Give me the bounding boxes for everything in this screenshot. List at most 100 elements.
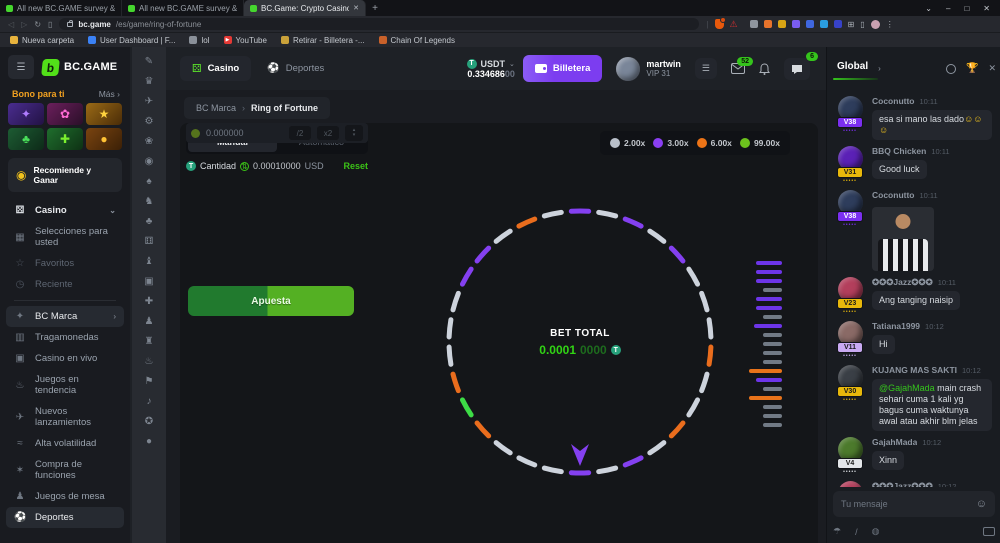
bonus-tile[interactable]: ♣ [8,128,44,150]
avatar[interactable] [837,321,863,346]
browser-profile-icon[interactable] [870,19,880,29]
avatar[interactable] [837,277,863,302]
currency-swap-icon[interactable]: ⇅ [240,161,250,171]
sidebar-menu-item[interactable]: ◷ Reciente [15,279,73,290]
avatar[interactable] [837,96,863,121]
currency-selector[interactable]: T USDT ⌄ 0.33468600 [466,58,515,79]
bet-button[interactable]: Apuesta [188,286,354,316]
category-icon[interactable]: ♝ [144,256,154,267]
chat-toggle-button[interactable]: 6 [784,51,818,80]
category-icon[interactable]: ✈ [144,96,154,107]
coin-chip-icon[interactable]: ◍ [871,526,880,536]
sidebar-menu-item[interactable]: ✶ Compra de funciones [15,459,82,481]
chevron-right-icon[interactable]: › [878,64,881,73]
quick-menu-button[interactable]: ☰ [694,58,717,79]
category-icon[interactable]: ✚ [144,296,154,307]
sidebar-menu-item[interactable]: ▣ Casino en vivo [15,353,98,364]
breadcrumb-parent[interactable]: BC Marca [196,103,237,113]
category-icon[interactable]: ▣ [144,276,154,287]
category-icon[interactable]: ⚅ [144,236,154,247]
extension-icon[interactable] [805,20,814,28]
mail-button[interactable]: 52 [731,57,753,74]
bookmark[interactable]: User Dashboard | F... [88,36,175,45]
sidebar-menu-item[interactable]: ▦ Selecciones para usted [15,226,108,248]
mention[interactable]: @GajahMada [879,383,935,393]
category-icon[interactable]: ♨ [144,356,154,367]
avatar[interactable] [837,146,863,171]
category-icon[interactable]: ♟ [144,316,154,327]
close-window-button[interactable]: ✕ [983,3,990,13]
reset-button[interactable]: Reset [343,161,368,171]
chat-rules-icon[interactable] [946,63,956,74]
nav-deportes[interactable]: ⚽ Deportes [267,63,325,74]
category-icon[interactable]: ✪ [144,416,154,427]
category-icon[interactable]: ♞ [144,196,154,207]
maximize-button[interactable]: □ [964,3,970,13]
chat-username[interactable]: GajahMada [872,437,918,447]
bookmark[interactable]: Chain Of Legends [378,36,455,45]
extension-icon[interactable] [777,20,786,28]
forward-icon[interactable]: ▷ [21,19,28,29]
bookmark[interactable]: ▶ YouTube [223,36,267,45]
browser-tab[interactable]: All new BC.GAME survey & feedback r [122,0,244,16]
avatar[interactable] [837,437,863,462]
wallet-button[interactable]: Billetera [522,55,603,82]
chat-username[interactable]: ✪✪✪Jazz✪✪✪ [872,481,933,487]
sidebar-menu-item[interactable]: ⚄ Casino ⌄ [15,205,116,216]
chat-input[interactable] [841,499,976,509]
browser-tab[interactable]: BC.Game: Crypto Casino Games & ✕ [244,0,366,16]
chat-channel[interactable]: Global [832,61,879,80]
category-icon[interactable]: ♪ [146,396,152,407]
category-icon[interactable]: ◉ [144,156,154,167]
browser-menu-icon[interactable]: ⋮ [885,19,894,29]
reload-icon[interactable]: ↻ [34,19,42,29]
refer-and-earn[interactable]: ◉ Recomiende y Ganar [8,158,122,192]
avatar[interactable] [837,190,863,215]
extension-icon[interactable] [763,20,772,28]
rain-icon[interactable]: ☂ [833,526,842,536]
extension-icon[interactable] [749,20,758,28]
bonus-tile[interactable]: ● [86,128,122,150]
sidebar-menu-item[interactable]: ▥ Tragamonedas [15,332,99,343]
split-view-icon[interactable]: ▯ [860,19,865,29]
sidebar-menu-item[interactable]: ≈ Alta volatilidad [6,433,124,454]
half-button[interactable]: /2 [289,126,311,140]
sidebar-toggle-button[interactable]: ☰ [8,55,34,79]
bonus-more-link[interactable]: Más › [98,89,120,99]
user-profile[interactable]: martwin VIP 31 [616,56,681,81]
slash-command-icon[interactable]: / [855,526,858,537]
sidebar-menu-item[interactable]: ⚽ Deportes [6,507,124,528]
chat-username[interactable]: Coconutto [872,190,915,200]
category-icon[interactable]: ⚑ [144,376,154,387]
chat-username[interactable]: BBQ Chicken [872,146,927,156]
avatar[interactable] [837,481,863,487]
sidebar-menu-item[interactable]: ☆ Favoritos [15,258,75,269]
chat-close-icon[interactable]: ✕ [988,63,996,73]
new-tab-button[interactable]: + [372,2,378,14]
url-bar[interactable]: bc.game /es/game/ring-of-fortune [59,18,700,30]
category-icon[interactable]: ⚙ [144,116,154,127]
bonus-tile[interactable]: ★ [86,103,122,125]
keyboard-icon[interactable] [983,527,995,536]
sidebar-menu-item[interactable]: ✈ Nuevos lanzamientos [15,406,91,428]
chat-username[interactable]: ✪✪✪Jazz✪✪✪ [872,277,933,287]
bookmark[interactable]: Retirar - Billetera -... [280,36,365,45]
sidebar-menu-item[interactable]: ✦ BC Marca › [6,306,124,327]
bonus-tile[interactable]: ✿ [47,103,83,125]
extension-icon[interactable] [819,20,828,28]
tab-search-icon[interactable]: ⌄ [925,3,932,13]
category-icon[interactable]: ♜ [144,336,154,347]
notifications-button[interactable] [759,62,770,75]
extensions-puzzle-icon[interactable]: ⊞ [847,19,855,29]
warning-extension-icon[interactable]: ⚠ [729,18,738,29]
chat-username[interactable]: Tatiana1999 [872,321,921,331]
nav-casino[interactable]: ⚄ Casino [180,56,252,81]
bookmark[interactable]: lol [189,36,210,45]
extension-icon[interactable] [833,20,842,28]
trophy-icon[interactable]: 🏆 [966,63,979,74]
bookmark[interactable]: Nueva carpeta [10,36,74,45]
category-icon[interactable]: ♣ [145,216,153,227]
extension-icon[interactable] [791,20,800,28]
category-icon[interactable]: ♠ [146,176,152,187]
category-icon[interactable]: ♛ [144,76,154,87]
